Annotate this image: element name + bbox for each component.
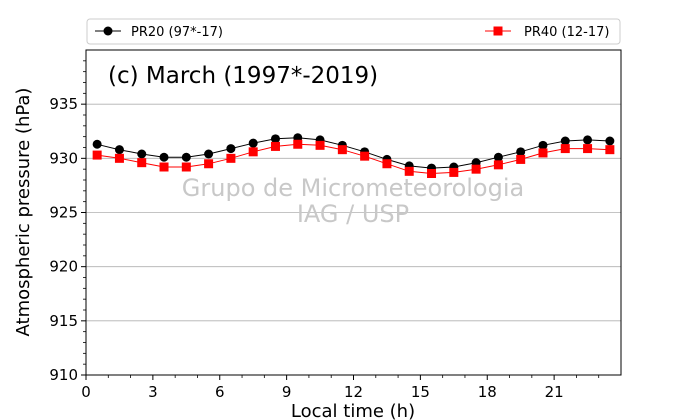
data-point xyxy=(560,144,570,154)
x-tick-label-21: 21 xyxy=(545,383,564,401)
data-point xyxy=(92,139,102,149)
legend-label-pr20: PR20 (97*-17) xyxy=(131,25,223,40)
data-point xyxy=(114,153,124,163)
data-point xyxy=(181,152,191,162)
data-point xyxy=(270,141,280,151)
data-point xyxy=(315,140,325,150)
data-point xyxy=(404,166,414,176)
data-point xyxy=(583,135,593,145)
data-point xyxy=(293,139,303,149)
legend-marker-pr40 xyxy=(493,26,503,36)
data-point xyxy=(204,149,214,159)
x-tick-label-12: 12 xyxy=(344,383,363,401)
data-point xyxy=(360,151,370,161)
legend-label-pr40: PR40 (12-17) xyxy=(524,25,609,40)
data-point xyxy=(137,158,147,168)
data-point xyxy=(226,153,236,163)
x-tick-label-9: 9 xyxy=(282,383,292,401)
grid-lines xyxy=(86,103,621,322)
y-tick-label-920: 920 xyxy=(49,258,78,276)
data-point xyxy=(538,148,548,158)
data-point xyxy=(427,169,437,178)
x-tick-label-6: 6 xyxy=(215,383,225,401)
data-point xyxy=(248,138,258,148)
watermark-line-1: Grupo de Micrometeorologia xyxy=(182,174,524,202)
data-point xyxy=(516,154,526,164)
x-tick-label-18: 18 xyxy=(478,383,497,401)
y-tick-label-930: 930 xyxy=(49,149,78,167)
data-point xyxy=(226,144,236,154)
x-tick-label-3: 3 xyxy=(148,383,158,401)
data-point xyxy=(605,145,615,155)
data-point xyxy=(92,150,102,160)
x-tick-label-15: 15 xyxy=(411,383,430,401)
data-point xyxy=(605,136,615,146)
data-point xyxy=(583,144,593,154)
data-point xyxy=(137,149,147,159)
y-tick-label-915: 915 xyxy=(49,312,78,330)
y-tick-label-910: 910 xyxy=(49,366,78,384)
data-point xyxy=(337,145,347,155)
data-point xyxy=(449,167,459,177)
series-layer xyxy=(92,133,615,178)
axis-ticks: 910 915 920 925 930 935 0 3 6 9 12 15 18 21 xyxy=(49,60,600,401)
data-point xyxy=(516,147,526,157)
data-point xyxy=(270,134,280,144)
data-point xyxy=(471,164,481,174)
x-axis-label: Local time (h) xyxy=(291,401,415,420)
series-2 xyxy=(92,139,615,178)
x-tick-label-0: 0 xyxy=(81,383,91,401)
data-point xyxy=(560,136,570,146)
data-point xyxy=(248,147,258,157)
data-point xyxy=(114,145,124,155)
data-point xyxy=(159,152,169,162)
chart-title: (c) March (1997*-2019) xyxy=(108,63,378,89)
y-tick-label-935: 935 xyxy=(49,95,78,113)
y-axis-label: Atmospheric pressure (hPa) xyxy=(13,88,34,337)
data-point xyxy=(538,140,548,150)
legend-marker-pr20 xyxy=(103,26,113,36)
data-point xyxy=(493,152,503,162)
data-point xyxy=(493,160,503,170)
legend: PR20 (97*-17) PR40 (12-17) xyxy=(86,18,621,45)
watermark-line-2: IAG / USP xyxy=(297,200,409,228)
data-point xyxy=(382,159,392,169)
data-point xyxy=(181,162,191,172)
y-tick-label-925: 925 xyxy=(49,204,78,222)
data-point xyxy=(159,162,169,172)
data-point xyxy=(204,159,214,169)
legend-box xyxy=(86,18,621,45)
